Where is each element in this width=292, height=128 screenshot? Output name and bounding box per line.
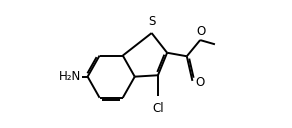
Text: O: O [195,76,204,89]
Text: O: O [196,25,206,38]
Text: H₂N: H₂N [59,70,81,83]
Text: S: S [148,15,155,28]
Text: Cl: Cl [152,102,164,115]
